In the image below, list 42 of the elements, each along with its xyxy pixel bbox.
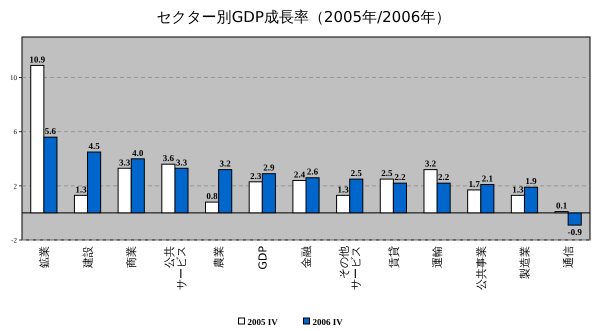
data-label: 2.9 xyxy=(263,162,275,173)
x-tick-label: 賃貸 xyxy=(387,246,400,268)
data-label: 2.5 xyxy=(381,168,393,178)
data-label: 2.5 xyxy=(350,168,362,178)
data-label: 10.9 xyxy=(29,54,46,64)
data-label: 1.9 xyxy=(525,176,538,186)
x-tick-label: 農業 xyxy=(212,246,226,268)
legend-label: 2006 IV xyxy=(312,317,344,327)
data-label: 3.2 xyxy=(220,158,232,169)
data-label: 3.3 xyxy=(176,157,188,168)
x-tick-label: 鉱業 xyxy=(38,246,51,268)
chart-title: セクター別GDP成長率（2005年/2006年） xyxy=(156,8,450,26)
data-label: 3.3 xyxy=(119,157,131,168)
x-tick-label: 公共サービス xyxy=(162,246,188,290)
x-tick-label: 建設 xyxy=(82,246,95,269)
data-label: 2.4 xyxy=(294,169,306,180)
x-tick-label: 通信 xyxy=(562,246,576,268)
data-label: 2.6 xyxy=(306,166,319,177)
data-label: 4.5 xyxy=(88,141,100,152)
data-label: 2.1 xyxy=(482,174,494,184)
data-label: 4.0 xyxy=(132,148,144,158)
legend-label: 2005 IV xyxy=(248,317,278,327)
data-label: 0.8 xyxy=(206,191,218,202)
data-label: 2.2 xyxy=(438,172,450,182)
x-tick-label: 商業 xyxy=(125,246,138,268)
x-tick-label: その他サービス xyxy=(338,246,363,290)
x-tick-label: 運輸 xyxy=(431,246,444,268)
data-label: 2.3 xyxy=(250,170,262,181)
data-label: 1.3 xyxy=(512,184,524,194)
data-label: 3.6 xyxy=(162,153,174,164)
data-label: 1.7 xyxy=(468,178,480,189)
x-tick-label: 製造業 xyxy=(518,246,532,279)
data-label: 3.2 xyxy=(424,158,437,169)
data-label: 1.3 xyxy=(75,184,88,194)
x-tick-label: 金融 xyxy=(300,246,313,268)
x-tick-label: GDP xyxy=(256,246,270,270)
data-label: 5.6 xyxy=(44,126,57,136)
data-label: 2.2 xyxy=(394,172,406,182)
data-label: 1.3 xyxy=(338,184,350,194)
x-tick-label: 公共事業 xyxy=(474,246,488,290)
data-label: -0.9 xyxy=(568,227,582,238)
data-label: 0.1 xyxy=(556,200,568,211)
